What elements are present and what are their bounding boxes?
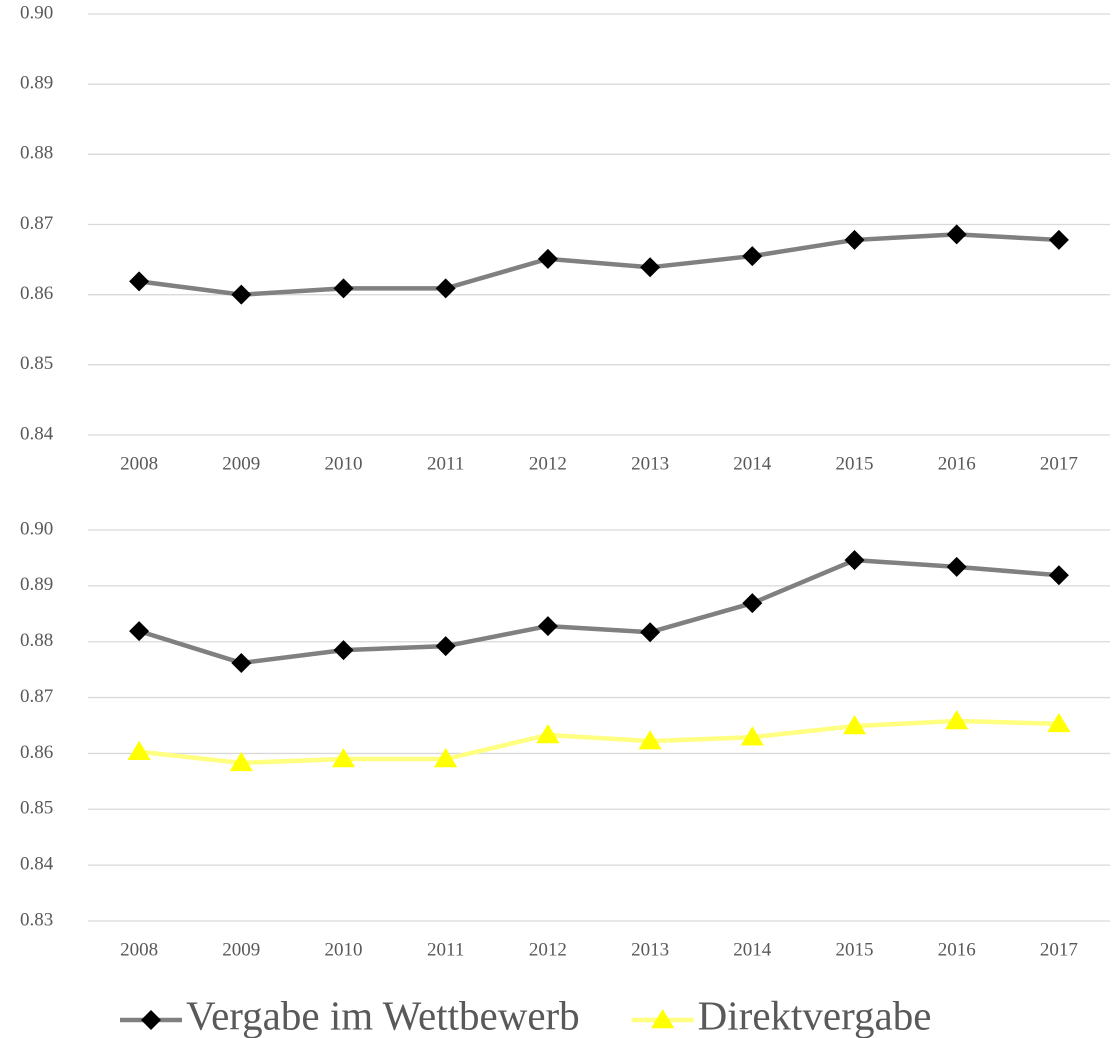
y-tick-label: 0.83 [20,909,53,930]
marker [331,748,356,768]
marker [640,257,661,278]
marker [946,224,967,245]
marker [129,271,150,292]
marker [127,740,151,761]
marker [231,652,252,673]
y-tick-label: 0.90 [20,2,53,23]
x-tick-label: 2012 [529,453,567,474]
marker [946,556,967,577]
x-tick-label: 2010 [325,453,363,474]
series-line [138,557,1060,666]
marker [333,640,354,661]
marker [651,1009,675,1029]
marker [742,246,763,267]
y-tick-label: 0.89 [20,73,53,94]
marker [740,726,764,746]
x-tick-label: 2008 [120,453,158,474]
x-tick-label: 2008 [120,939,158,960]
y-tick-label: 0.85 [20,353,53,374]
y-tick-label: 0.89 [20,574,53,595]
x-tick-label: 2017 [1040,453,1078,474]
series-line [138,718,1059,766]
x-tick-label: 2012 [529,939,567,960]
x-tick-label: 2009 [222,453,260,474]
marker [638,730,662,750]
x-tick-label: 2014 [733,939,772,960]
marker [1048,229,1069,250]
marker [537,616,558,637]
marker [1047,712,1071,733]
x-tick-label: 2011 [427,939,464,960]
y-tick-label: 0.84 [20,854,54,875]
y-tick-label: 0.85 [20,798,53,819]
marker [435,278,456,299]
y-tick-label: 0.88 [20,143,53,164]
marker [945,710,969,730]
marker [129,621,150,642]
y-tick-label: 0.86 [20,283,53,304]
x-tick-label: 2016 [938,939,976,960]
x-tick-label: 2017 [1040,939,1078,960]
x-tick-label: 2010 [325,939,363,960]
y-tick-label: 0.86 [20,742,53,763]
x-tick-label: 2015 [836,939,874,960]
legend-label: Direktvergabe [698,992,932,1038]
x-tick-label: 2015 [836,453,874,474]
y-tick-label: 0.87 [20,686,53,707]
marker [842,715,867,735]
marker [844,550,865,571]
marker [435,636,456,657]
x-tick-label: 2011 [427,453,464,474]
marker [333,278,354,299]
y-tick-label: 0.84 [20,423,54,444]
marker [537,248,558,269]
x-tick-label: 2013 [631,453,669,474]
marker [231,284,252,305]
marker [536,723,560,744]
y-tick-label: 0.90 [20,518,53,539]
marker [141,1010,161,1030]
y-tick-label: 0.88 [20,630,53,651]
series-line [138,232,1060,297]
y-tick-label: 0.87 [20,213,53,234]
marker [1048,565,1069,586]
x-tick-label: 2013 [631,939,669,960]
marker [640,622,661,643]
marker [742,593,763,614]
x-tick-label: 2009 [222,939,260,960]
x-tick-label: 2014 [733,453,772,474]
x-tick-label: 2016 [938,453,976,474]
marker [844,229,865,250]
marker [229,751,253,772]
legend-label: Vergabe im Wettbewerb [186,992,580,1038]
marker [434,748,458,768]
